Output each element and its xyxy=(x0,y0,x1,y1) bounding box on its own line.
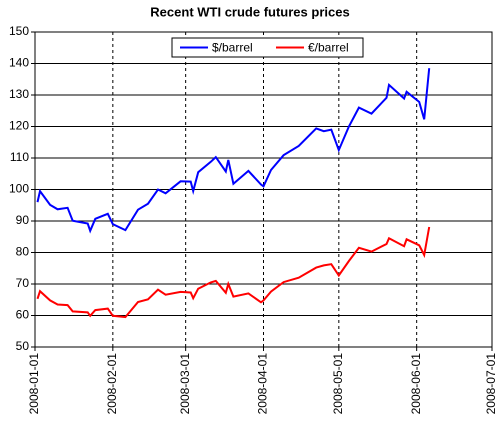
y-tick-label: 60 xyxy=(16,308,30,322)
y-tick-label: 80 xyxy=(16,245,30,259)
x-tick-label: 2008-04-01 xyxy=(256,353,270,415)
x-tick-label: 2008-07-01 xyxy=(484,353,498,415)
x-tick-label: 2008-02-01 xyxy=(105,353,119,415)
data-line xyxy=(36,226,431,319)
legend-label: €/barrel xyxy=(308,41,349,55)
y-tick-label: 70 xyxy=(16,276,30,290)
y-tick-label: 100 xyxy=(9,182,29,196)
data-line xyxy=(36,68,431,234)
x-tick-label: 2008-01-01 xyxy=(27,353,41,415)
x-tick-label: 2008-03-01 xyxy=(178,353,192,415)
y-tick-label: 130 xyxy=(9,87,29,101)
y-tick-label: 90 xyxy=(16,213,30,227)
y-tick-label: 50 xyxy=(16,339,30,353)
y-tick-label: 150 xyxy=(9,24,29,38)
x-tick-label: 2008-05-01 xyxy=(331,353,345,415)
legend-label: $/barrel xyxy=(212,41,253,55)
y-tick-label: 140 xyxy=(9,56,29,70)
legend-box xyxy=(171,37,364,58)
y-tick-label: 110 xyxy=(10,150,29,164)
y-tick-label: 120 xyxy=(9,119,29,133)
x-tick-label: 2008-06-01 xyxy=(409,353,423,415)
chart-title: Recent WTI crude futures prices xyxy=(150,4,349,19)
plot-border xyxy=(34,31,493,348)
